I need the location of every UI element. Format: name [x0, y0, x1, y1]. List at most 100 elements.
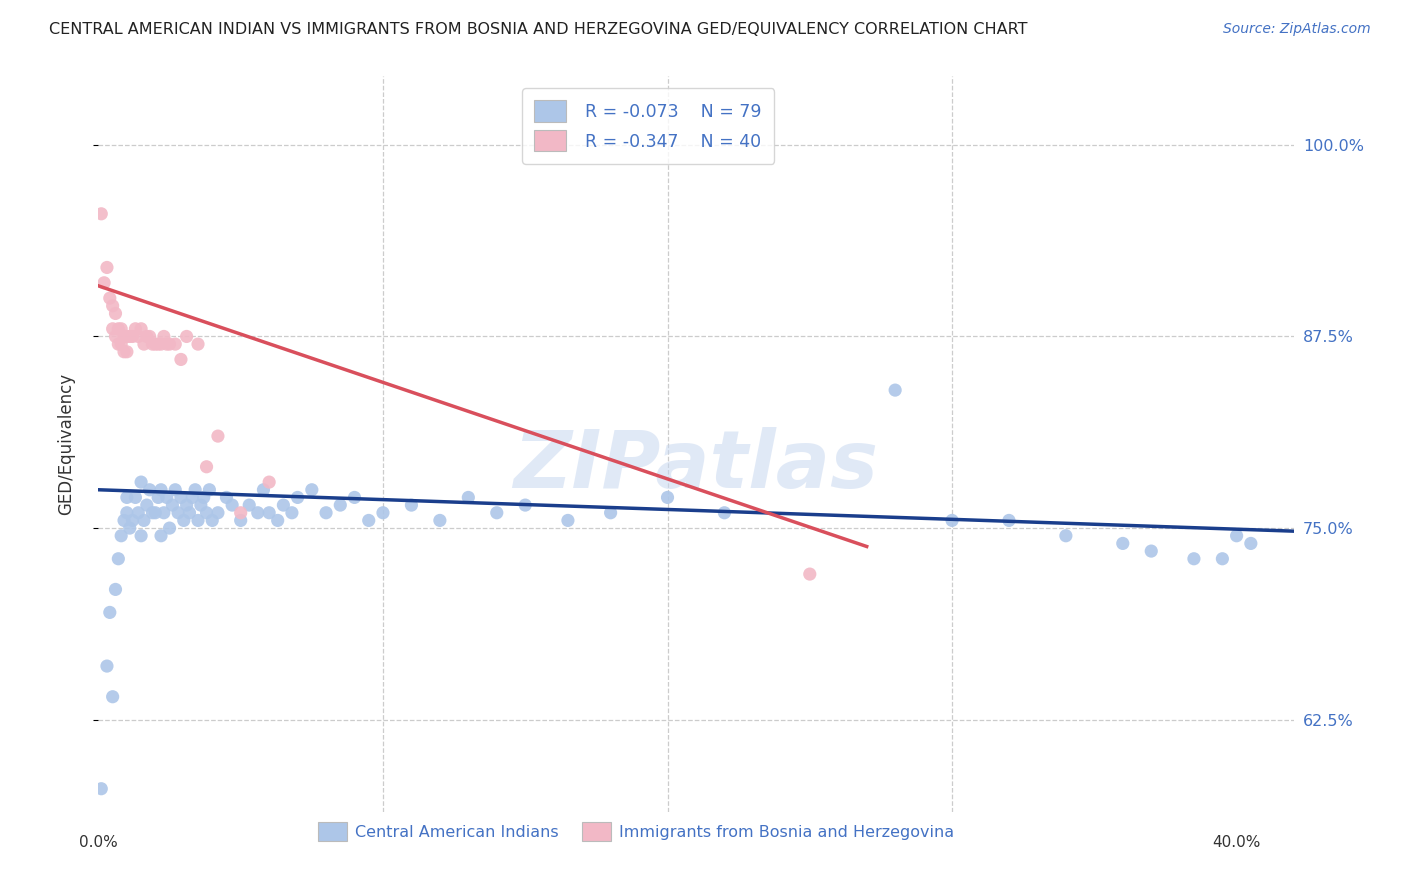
Text: 0.0%: 0.0% — [79, 835, 118, 850]
Point — [90, 207, 112, 221]
Point — [357, 513, 380, 527]
Point — [93, 276, 115, 290]
Point — [118, 329, 141, 343]
Point — [101, 299, 124, 313]
Point — [121, 329, 143, 343]
Point — [132, 513, 155, 527]
Point — [107, 337, 129, 351]
Point — [657, 491, 679, 505]
Point — [150, 529, 173, 543]
Point — [150, 337, 173, 351]
Point — [215, 491, 238, 505]
Point — [165, 337, 187, 351]
Point — [110, 529, 132, 543]
Point — [229, 506, 252, 520]
Point — [195, 459, 218, 474]
Point — [485, 506, 508, 520]
Point — [207, 506, 229, 520]
Point — [115, 491, 138, 505]
Point — [135, 329, 157, 343]
Point — [184, 483, 207, 497]
Point — [104, 306, 127, 320]
Point — [112, 513, 135, 527]
Legend: Central American Indians, Immigrants from Bosnia and Herzegovina: Central American Indians, Immigrants fro… — [312, 815, 960, 848]
Point — [112, 344, 135, 359]
Point — [124, 322, 146, 336]
Point — [135, 498, 157, 512]
Point — [156, 491, 179, 505]
Point — [129, 529, 152, 543]
Point — [176, 498, 198, 512]
Point — [159, 337, 181, 351]
Point — [429, 513, 451, 527]
Point — [107, 551, 129, 566]
Point — [124, 491, 146, 505]
Point — [143, 337, 166, 351]
Point — [252, 483, 274, 497]
Point — [229, 513, 252, 527]
Point — [104, 582, 127, 597]
Point — [315, 506, 337, 520]
Point — [195, 506, 218, 520]
Point — [170, 352, 193, 367]
Point — [148, 337, 170, 351]
Point — [141, 506, 163, 520]
Point — [129, 322, 152, 336]
Point — [96, 260, 118, 275]
Point — [884, 383, 907, 397]
Text: ZIPatlas: ZIPatlas — [513, 427, 879, 505]
Point — [110, 322, 132, 336]
Point — [173, 513, 195, 527]
Point — [1112, 536, 1135, 550]
Point — [132, 337, 155, 351]
Point — [115, 506, 138, 520]
Point — [238, 498, 260, 512]
Point — [167, 506, 190, 520]
Point — [190, 498, 212, 512]
Point — [156, 337, 179, 351]
Point — [141, 337, 163, 351]
Point — [187, 513, 209, 527]
Point — [153, 506, 176, 520]
Point — [1226, 529, 1249, 543]
Point — [281, 506, 304, 520]
Point — [143, 506, 166, 520]
Point — [176, 329, 198, 343]
Point — [138, 483, 160, 497]
Point — [1140, 544, 1163, 558]
Point — [257, 506, 280, 520]
Point — [129, 475, 152, 489]
Point — [127, 506, 149, 520]
Point — [1182, 551, 1205, 566]
Point — [267, 513, 290, 527]
Point — [1240, 536, 1263, 550]
Point — [246, 506, 269, 520]
Point — [599, 506, 621, 520]
Point — [101, 322, 124, 336]
Point — [371, 506, 394, 520]
Point — [181, 491, 204, 505]
Point — [1054, 529, 1077, 543]
Point — [187, 337, 209, 351]
Point — [110, 337, 132, 351]
Point — [557, 513, 579, 527]
Point — [107, 322, 129, 336]
Point — [121, 513, 143, 527]
Point — [112, 329, 135, 343]
Point — [162, 498, 184, 512]
Point — [118, 521, 141, 535]
Point — [1211, 551, 1233, 566]
Point — [998, 513, 1021, 527]
Point — [96, 659, 118, 673]
Point — [273, 498, 295, 512]
Point — [115, 329, 138, 343]
Point — [515, 498, 537, 512]
Point — [148, 491, 170, 505]
Text: Source: ZipAtlas.com: Source: ZipAtlas.com — [1223, 22, 1371, 37]
Point — [287, 491, 309, 505]
Point — [170, 491, 193, 505]
Point — [329, 498, 352, 512]
Point — [713, 506, 735, 520]
Point — [941, 513, 963, 527]
Point — [165, 483, 187, 497]
